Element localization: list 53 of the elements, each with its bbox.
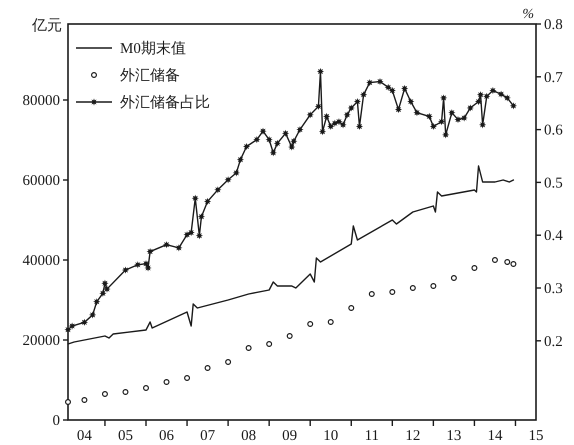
y-axis-title: 亿元 bbox=[31, 18, 62, 34]
point bbox=[471, 265, 478, 271]
x-tick-label: 13 bbox=[446, 428, 462, 444]
x-tick-label: 06 bbox=[159, 428, 175, 444]
x-tick-label: 09 bbox=[282, 428, 298, 444]
point bbox=[286, 333, 293, 339]
legend-label: 外汇储备占比 bbox=[120, 94, 210, 111]
point bbox=[164, 379, 170, 385]
y2-tick-label: 0.4 bbox=[544, 228, 564, 244]
point bbox=[225, 359, 232, 365]
point bbox=[510, 261, 516, 267]
x-tick-label: 05 bbox=[118, 428, 133, 444]
y2-tick-label: 0.2 bbox=[544, 334, 563, 350]
point bbox=[204, 365, 211, 371]
y2-axis-title: % bbox=[522, 7, 534, 22]
point bbox=[492, 257, 498, 263]
y2-tick-label: 0.7 bbox=[544, 70, 564, 86]
point bbox=[81, 397, 88, 403]
y-tick-label: 0 bbox=[52, 413, 60, 429]
point bbox=[122, 389, 128, 395]
point bbox=[143, 385, 149, 391]
x-tick-label: 14 bbox=[487, 428, 503, 444]
y2-tick-label: 0.3 bbox=[544, 281, 563, 297]
x-tick-label: 04 bbox=[76, 428, 92, 444]
point bbox=[368, 291, 375, 297]
y-tick-label: 80000 bbox=[22, 93, 60, 109]
point bbox=[102, 391, 108, 397]
point bbox=[450, 275, 457, 281]
legend-label: 外汇储备 bbox=[120, 67, 180, 84]
x-tick-label: 11 bbox=[364, 428, 380, 444]
point bbox=[504, 259, 510, 265]
point bbox=[348, 305, 354, 311]
x-tick-label: 12 bbox=[405, 428, 420, 444]
y-tick-label: 40000 bbox=[22, 253, 60, 269]
y-tick-label: 60000 bbox=[22, 173, 60, 189]
point bbox=[410, 285, 416, 291]
point bbox=[246, 345, 252, 351]
x-tick-label: 07 bbox=[200, 428, 216, 444]
point bbox=[430, 283, 436, 289]
y2-tick-label: 0.8 bbox=[544, 17, 563, 33]
y2-tick-label: 0.5 bbox=[544, 175, 563, 192]
point bbox=[389, 289, 396, 295]
x-tick-label: 15 bbox=[528, 428, 544, 444]
point bbox=[266, 341, 272, 347]
y-tick-label: 20000 bbox=[22, 333, 60, 349]
y2-tick-label: 0.6 bbox=[544, 122, 564, 139]
point bbox=[307, 321, 314, 327]
legend-label: M0期末值 bbox=[120, 40, 186, 57]
point bbox=[328, 319, 334, 325]
point bbox=[65, 399, 71, 405]
x-tick-label: 10 bbox=[323, 428, 338, 444]
point bbox=[184, 375, 190, 381]
x-tick-label: 08 bbox=[241, 428, 256, 444]
